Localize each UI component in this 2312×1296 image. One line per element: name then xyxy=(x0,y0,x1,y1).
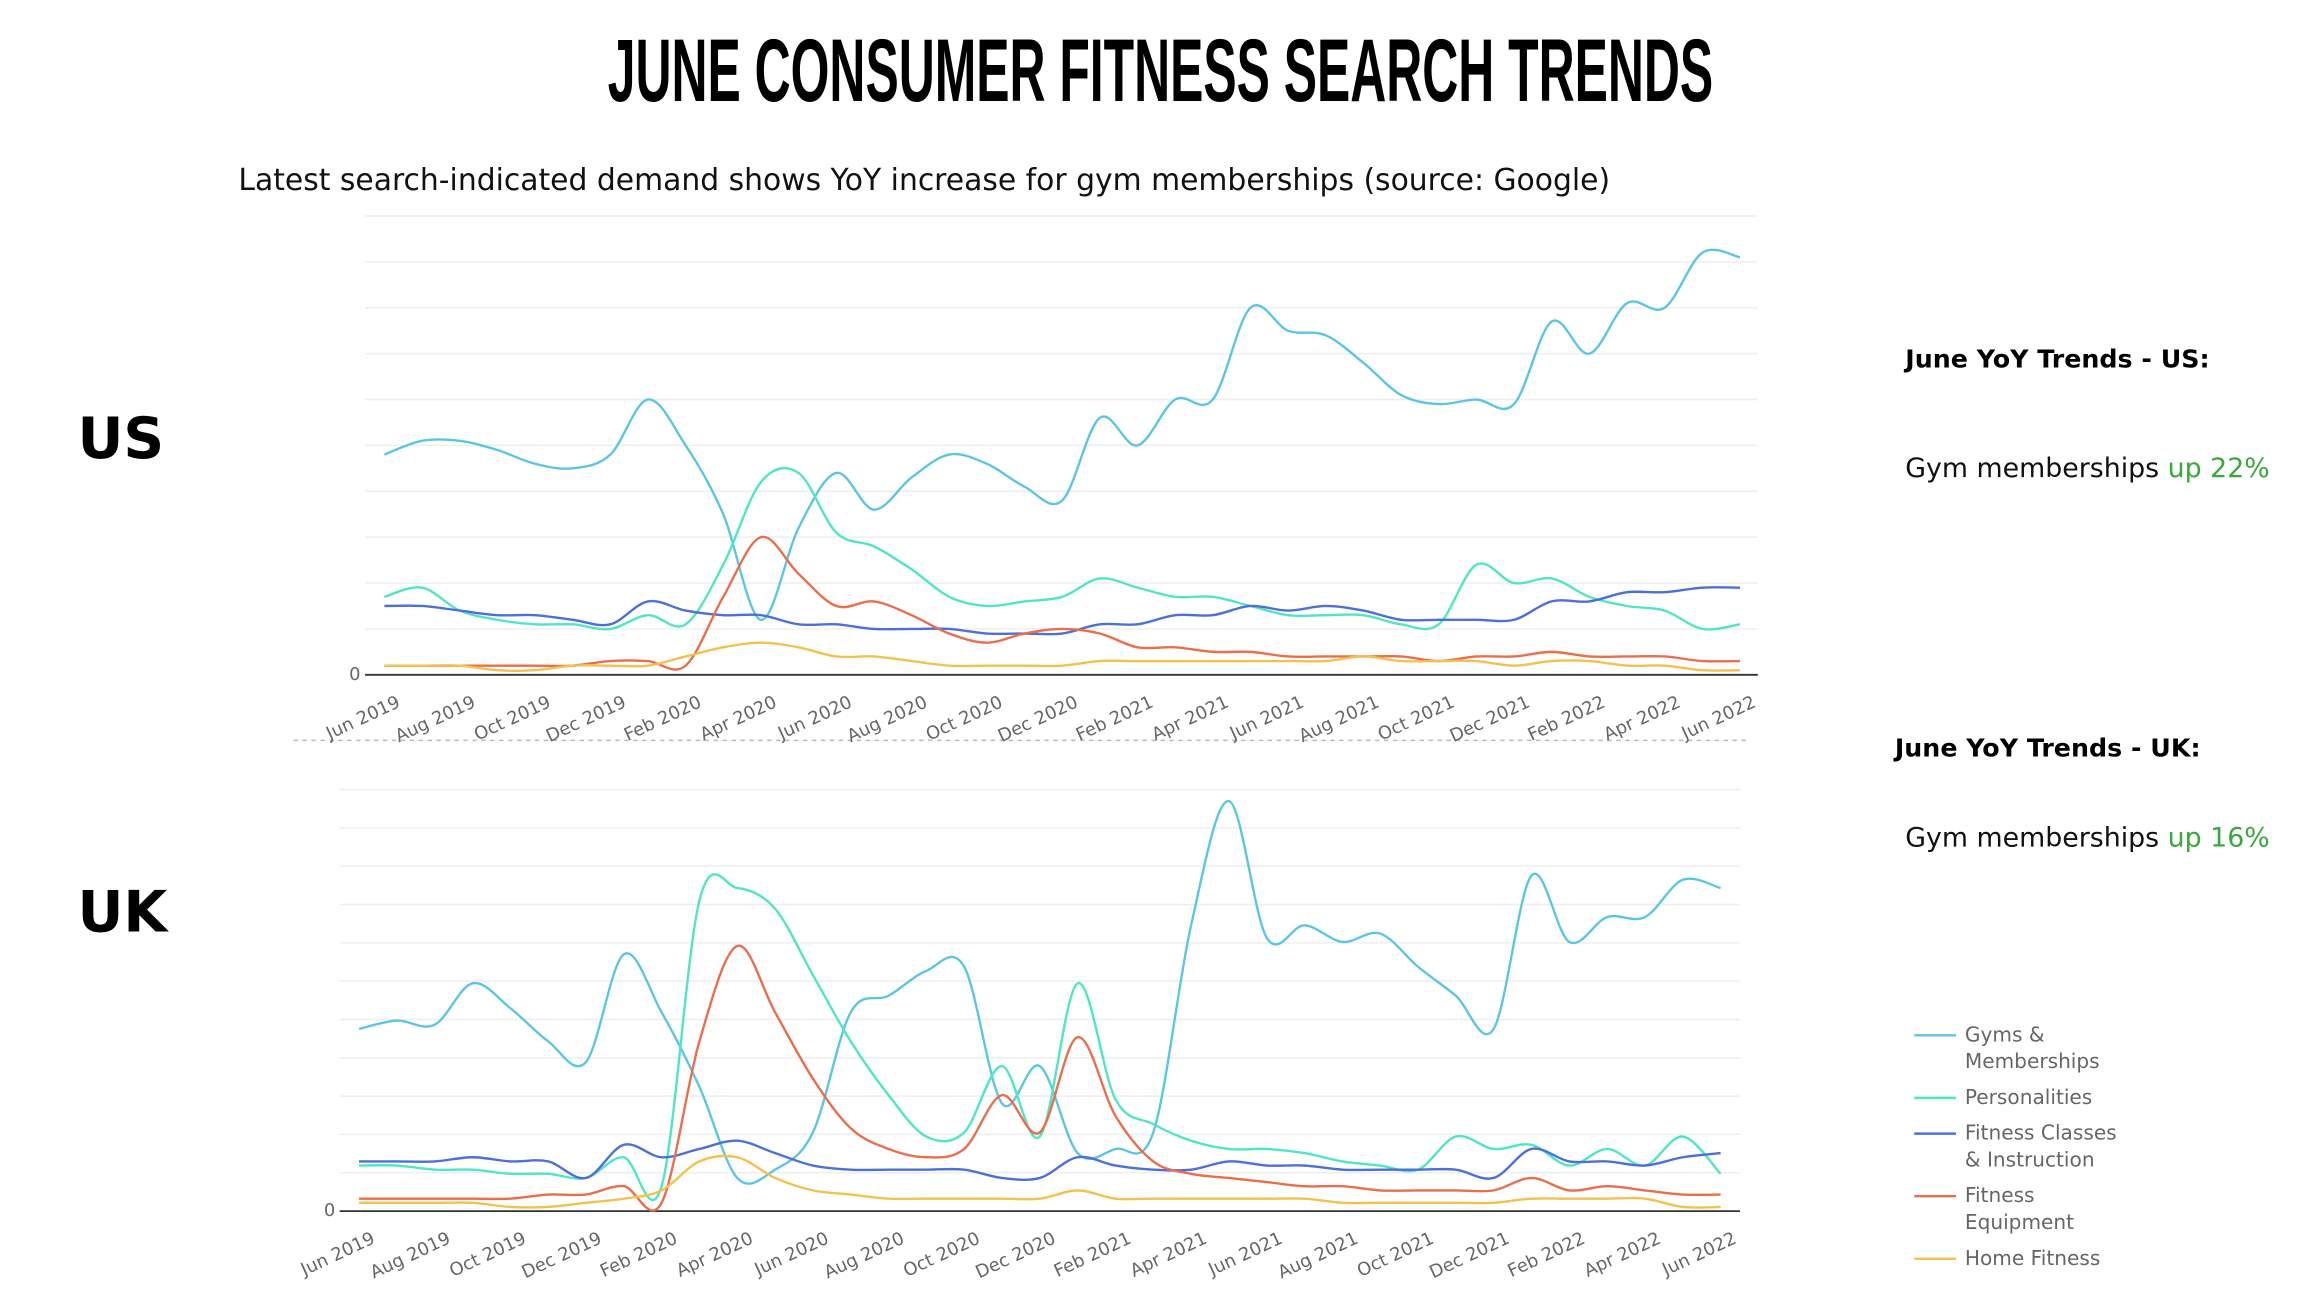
series-line xyxy=(358,799,1721,1185)
x-tick-label: Oct 2021 xyxy=(1375,692,1458,746)
x-tick-label: Oct 2019 xyxy=(471,692,554,746)
x-tick-label: Aug 2019 xyxy=(392,692,479,747)
legend-label-line: Equipment xyxy=(1965,1210,2074,1234)
series-line xyxy=(359,1154,1721,1209)
x-tick-label: Aug 2019 xyxy=(367,1228,454,1283)
series-line xyxy=(383,248,1741,621)
x-tick-label: Feb 2022 xyxy=(1525,692,1609,746)
legend-label: Personalities xyxy=(1965,1084,2092,1108)
legend-label-line: Home Fitness xyxy=(1965,1245,2100,1269)
x-tick-label: Jun 2022 xyxy=(1678,692,1759,745)
x-tick-label: Aug 2021 xyxy=(1296,692,1383,747)
x-tick-label: Jun 2021 xyxy=(1204,1228,1285,1281)
region-label: UK xyxy=(77,880,169,946)
x-tick-label: Feb 2021 xyxy=(1051,1228,1135,1282)
x-tick-label: Dec 2021 xyxy=(1426,1228,1513,1283)
x-tick-label: Jun 2020 xyxy=(774,692,855,745)
x-tick-label: Dec 2020 xyxy=(972,1228,1059,1283)
region-label: US xyxy=(77,406,164,472)
x-tick-label: Aug 2021 xyxy=(1275,1228,1362,1283)
trend-label: Gym memberships xyxy=(1905,453,2159,484)
trend-change: up 22% xyxy=(2168,453,2270,484)
legend-label-line: Memberships xyxy=(1965,1049,2100,1073)
series-line xyxy=(359,944,1721,1212)
x-tick-label: Apr 2022 xyxy=(1581,1228,1664,1282)
x-tick-label: Apr 2021 xyxy=(1149,692,1232,746)
series-line xyxy=(384,586,1740,636)
legend-label-line: & Instruction xyxy=(1965,1147,2095,1171)
y-tick-label: 0 xyxy=(324,1200,335,1221)
x-tick-label: Feb 2020 xyxy=(597,1228,681,1282)
x-tick-label: Dec 2019 xyxy=(519,1228,606,1283)
legend-label: Home Fitness xyxy=(1965,1245,2100,1269)
x-tick-label: Aug 2020 xyxy=(821,1228,908,1283)
x-tick-label: Apr 2021 xyxy=(1127,1228,1210,1282)
x-tick-label: Dec 2020 xyxy=(995,692,1082,747)
trend-change: up 16% xyxy=(2168,822,2270,853)
x-tick-label: Dec 2019 xyxy=(543,692,630,747)
legend-label-line: Fitness xyxy=(1965,1183,2041,1207)
x-tick-label: Oct 2020 xyxy=(923,692,1006,746)
legend-label-line: Fitness Classes xyxy=(1965,1120,2123,1144)
subtitle: Latest search-indicated demand shows YoY… xyxy=(238,163,1610,198)
x-tick-label: Oct 2021 xyxy=(1354,1228,1437,1282)
x-tick-label: Apr 2020 xyxy=(697,692,780,746)
legend-label-line: Gyms & xyxy=(1965,1022,2051,1046)
x-tick-label: Apr 2022 xyxy=(1601,692,1684,746)
trend-text: Gym memberships up 16% xyxy=(1905,822,2269,853)
x-tick-label: Jun 2021 xyxy=(1226,692,1307,745)
slide-title: JUNE CONSUMER FITNESS SEARCH TRENDS xyxy=(608,20,1713,120)
legend-label: Fitness Classes & Instruction xyxy=(1965,1120,2123,1171)
x-tick-label: Feb 2020 xyxy=(621,692,705,746)
series-line xyxy=(359,1139,1721,1182)
trend-heading: June YoY Trends - UK: xyxy=(1893,732,2201,762)
legend-label-line: Personalities xyxy=(1965,1084,2092,1108)
x-tick-label: Jun 2020 xyxy=(751,1228,832,1281)
legend-label: Gyms & Memberships xyxy=(1965,1022,2100,1073)
x-tick-label: Apr 2020 xyxy=(673,1228,756,1282)
x-tick-label: Aug 2020 xyxy=(844,692,931,747)
series-line xyxy=(384,641,1740,672)
legend-label: Fitness Equipment xyxy=(1965,1183,2074,1234)
x-tick-label: Oct 2020 xyxy=(900,1228,983,1282)
x-tick-label: Feb 2021 xyxy=(1073,692,1157,746)
x-tick-label: Oct 2019 xyxy=(446,1228,529,1282)
x-tick-label: Jun 2019 xyxy=(297,1228,378,1281)
x-tick-label: Jun 2019 xyxy=(322,692,403,745)
trend-label: Gym memberships xyxy=(1905,822,2159,853)
x-tick-label: Feb 2022 xyxy=(1505,1228,1589,1282)
trend-heading: June YoY Trends - US: xyxy=(1903,343,2209,373)
x-tick-label: Dec 2021 xyxy=(1447,692,1534,747)
series-line xyxy=(359,873,1722,1202)
series-line xyxy=(384,466,1741,631)
y-tick-label: 0 xyxy=(349,664,360,685)
trend-text: Gym memberships up 22% xyxy=(1905,453,2269,484)
x-tick-label: Jun 2022 xyxy=(1658,1228,1739,1281)
series-line xyxy=(384,535,1740,671)
